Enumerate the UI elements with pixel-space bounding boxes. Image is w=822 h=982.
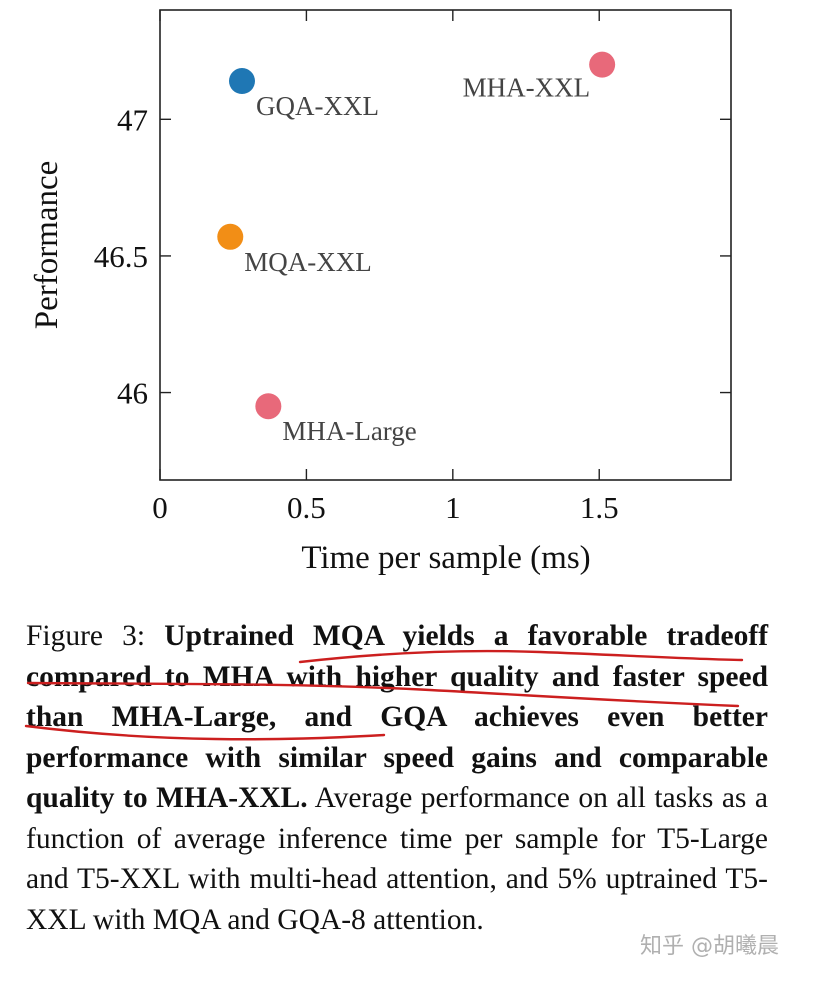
point-mha-xxl <box>589 51 616 78</box>
x-tick-label: 1.5 <box>580 490 619 525</box>
figure-caption: Figure 3: Uptrained MQA yields a favorab… <box>26 616 768 940</box>
x-tick-label: 1 <box>445 490 461 525</box>
plot-frame <box>159 9 732 481</box>
point-gqa-xxl <box>228 68 255 95</box>
data-points <box>217 51 616 420</box>
axis-ticks <box>159 10 731 480</box>
point-label-gqa-xxl: GQA-XXL <box>256 91 379 121</box>
y-axis-title: Performance <box>29 161 65 330</box>
y-tick-label: 47 <box>117 102 148 137</box>
point-mha-large <box>255 393 282 420</box>
x-tick-label: 0 <box>152 490 168 525</box>
figure-label: Figure 3: <box>26 620 146 652</box>
x-axis-title: Time per sample (ms) <box>301 540 590 576</box>
point-label-mha-large: MHA-Large <box>282 416 416 446</box>
caption-normal-part: Average performance on all tasks as a fu… <box>26 782 768 936</box>
y-tick-labels: 46 46.5 47 <box>94 102 148 410</box>
x-tick-labels: 0 1 0.5 1.5 <box>152 490 618 525</box>
watermark: 知乎 @胡曦晨 <box>640 934 779 959</box>
point-labels: GQA-XXL MHA-XXL MQA-XXL MHA-Large <box>244 73 590 447</box>
y-tick-label: 46 <box>117 376 148 411</box>
scatter-chart: 0 1 0.5 1.5 46 46.5 47 GQA-XXL MHA-XXL MQA-XXL M… <box>29 9 732 576</box>
point-label-mha-xxl: MHA-XXL <box>463 73 591 103</box>
point-mqa-xxl <box>217 223 244 250</box>
x-tick-label: 0.5 <box>287 490 326 525</box>
y-tick-label: 46.5 <box>94 239 148 274</box>
point-label-mqa-xxl: MQA-XXL <box>244 247 372 277</box>
